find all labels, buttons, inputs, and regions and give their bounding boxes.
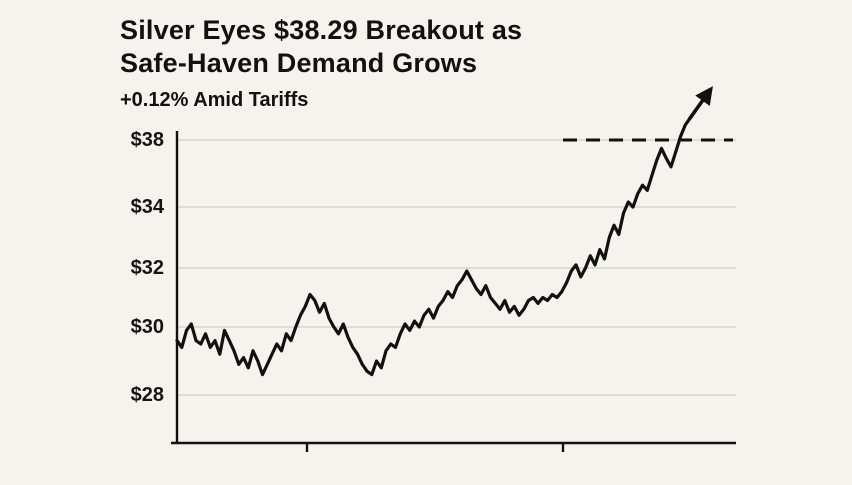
trend-arrow-icon <box>688 86 713 121</box>
chart-title: Silver Eyes $38.29 Breakout as Safe-Have… <box>120 14 522 80</box>
chart-header: Silver Eyes $38.29 Breakout as Safe-Have… <box>120 14 522 112</box>
y-axis-label: $32 <box>130 257 164 279</box>
y-axis-label: $28 <box>130 384 164 406</box>
chart-title-line1: Silver Eyes $38.29 Breakout as <box>120 15 523 45</box>
chart-title-line2: Safe-Haven Demand Grows <box>120 47 478 78</box>
chart-subtitle: +0.12% Amid Tariffs <box>120 88 309 111</box>
y-axis-label: $34 <box>130 196 164 218</box>
y-axis-label: $38 <box>130 129 164 151</box>
y-axis-label: $30 <box>130 316 164 338</box>
silver-price-line <box>175 116 692 377</box>
